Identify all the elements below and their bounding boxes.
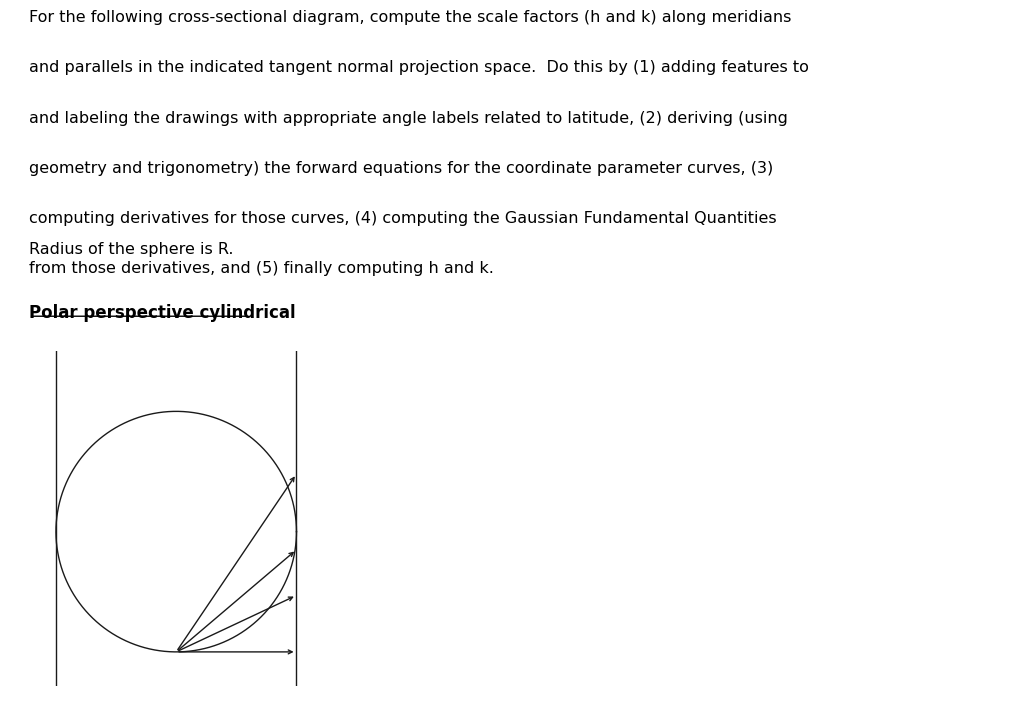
Text: Radius of the sphere is R.: Radius of the sphere is R. xyxy=(29,242,233,257)
Text: and labeling the drawings with appropriate angle labels related to latitude, (2): and labeling the drawings with appropria… xyxy=(29,111,787,125)
Text: Polar perspective cylindrical: Polar perspective cylindrical xyxy=(29,304,295,322)
Text: For the following cross-sectional diagram, compute the scale factors (h and k) a: For the following cross-sectional diagra… xyxy=(29,10,792,25)
Text: geometry and trigonometry) the forward equations for the coordinate parameter cu: geometry and trigonometry) the forward e… xyxy=(29,161,773,176)
Text: and parallels in the indicated tangent normal projection space.  Do this by (1) : and parallels in the indicated tangent n… xyxy=(29,60,809,76)
Text: computing derivatives for those curves, (4) computing the Gaussian Fundamental Q: computing derivatives for those curves, … xyxy=(29,211,776,226)
Text: from those derivatives, and (5) finally computing h and k.: from those derivatives, and (5) finally … xyxy=(29,261,494,276)
